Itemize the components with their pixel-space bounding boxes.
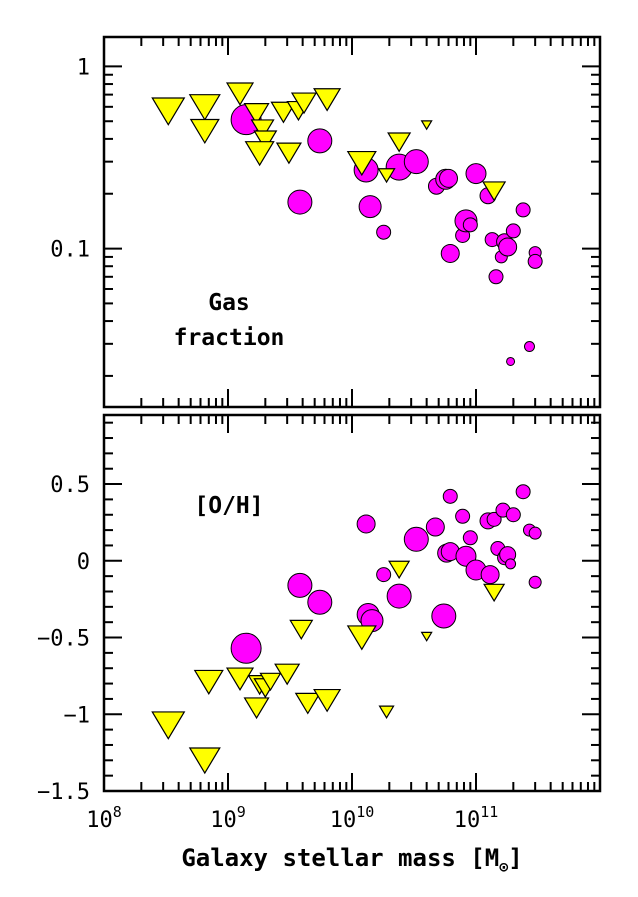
bottom-panel-ticks bbox=[103, 415, 600, 792]
x-axis-label-main: Galaxy stellar mass [M bbox=[181, 844, 499, 872]
upper-limit-marker bbox=[387, 132, 412, 153]
galaxy-point bbox=[486, 511, 502, 527]
upper-limit-marker bbox=[274, 663, 301, 686]
galaxy-point bbox=[462, 217, 478, 233]
upper-limit-marker bbox=[151, 97, 186, 126]
top-panel-frame bbox=[102, 35, 602, 409]
y-tick-label: −1.5 bbox=[37, 780, 90, 805]
x-axis-label: Galaxy stellar mass [M⊙] bbox=[181, 844, 522, 876]
upper-limit-marker bbox=[253, 130, 278, 151]
upper-limit-marker bbox=[270, 101, 297, 124]
galaxy-point bbox=[431, 603, 457, 629]
upper-limit-marker bbox=[420, 631, 433, 642]
upper-limit-marker bbox=[377, 168, 396, 184]
upper-limit-marker bbox=[483, 583, 506, 603]
bottom-panel-y-tick-labels: 0.5 0 −0.5 −1 −1.5 bbox=[37, 473, 90, 805]
y-tick-label: −1 bbox=[64, 703, 91, 728]
upper-limit-marker bbox=[313, 88, 342, 112]
upper-limit-marker bbox=[482, 181, 507, 202]
oh-annotation: [O/H] bbox=[194, 493, 263, 519]
upper-limit-marker bbox=[188, 94, 221, 121]
x-tick-labels: 108 109 1010 1011 bbox=[86, 803, 498, 833]
upper-limit-marker bbox=[275, 142, 302, 165]
gas-annotation-line1: Gas bbox=[208, 290, 250, 316]
upper-limit-marker bbox=[420, 120, 433, 131]
x-tick-label: 1011 bbox=[454, 803, 499, 833]
galaxy-point bbox=[528, 575, 542, 589]
galaxy-point bbox=[287, 189, 313, 215]
upper-limit-marker bbox=[250, 119, 275, 140]
galaxy-point bbox=[358, 195, 382, 219]
top-panel-y-tick-labels: 10.1 bbox=[50, 55, 90, 262]
y-tick-label: 0.1 bbox=[50, 238, 90, 263]
x-axis-label-close: ] bbox=[508, 844, 522, 872]
galaxy-point bbox=[425, 517, 445, 537]
galaxy-point bbox=[376, 224, 392, 240]
galaxy-point bbox=[506, 356, 516, 366]
y-tick-label: 0.5 bbox=[50, 473, 90, 498]
galaxy-point bbox=[505, 507, 521, 523]
upper-limit-marker bbox=[290, 92, 318, 115]
upper-limit-marker bbox=[294, 692, 321, 715]
galaxy-point bbox=[505, 223, 521, 239]
upper-limit-marker bbox=[193, 669, 224, 695]
galaxy-point bbox=[356, 514, 376, 534]
upper-limit-marker bbox=[225, 667, 255, 691]
galaxy-point bbox=[527, 253, 543, 269]
upper-limit-marker bbox=[378, 705, 395, 720]
galaxy-point bbox=[528, 526, 542, 540]
bottom-panel-markers bbox=[151, 484, 542, 775]
top-panel-markers bbox=[151, 82, 543, 366]
x-tick-label: 108 bbox=[86, 803, 122, 833]
upper-limit-marker bbox=[289, 619, 314, 640]
bottom-panel-frame bbox=[102, 413, 602, 793]
oh-panel: 0.5 0 −0.5 −1 −1.5 [O/H] bbox=[37, 413, 602, 805]
upper-limit-marker bbox=[346, 150, 377, 177]
galaxy-point bbox=[505, 558, 517, 570]
upper-limit-marker bbox=[313, 688, 342, 713]
galaxy-point bbox=[515, 202, 531, 218]
galaxy-point bbox=[465, 163, 487, 185]
galaxy-point bbox=[442, 488, 458, 504]
upper-limit-marker bbox=[225, 82, 255, 106]
y-tick-label: −0.5 bbox=[37, 627, 90, 652]
x-tick-label: 109 bbox=[210, 803, 246, 833]
upper-limit-marker bbox=[151, 711, 186, 740]
x-tick-label: 1010 bbox=[330, 803, 375, 833]
top-panel-ticks bbox=[103, 37, 600, 407]
galaxy-point bbox=[376, 567, 392, 583]
gas-annotation-line2: fraction bbox=[174, 325, 285, 351]
galaxy-point bbox=[488, 269, 504, 285]
y-tick-label: 1 bbox=[77, 55, 90, 80]
upper-limit-marker bbox=[188, 747, 221, 775]
galaxy-point bbox=[523, 341, 535, 353]
galaxy-point bbox=[386, 583, 412, 609]
galaxy-point bbox=[498, 237, 518, 257]
gas-fraction-panel: 10.1 Gas fraction bbox=[50, 35, 602, 409]
upper-limit-marker bbox=[243, 697, 270, 720]
galaxy-point bbox=[440, 243, 460, 263]
galaxy-point bbox=[307, 589, 333, 615]
upper-limit-marker bbox=[189, 118, 220, 145]
galaxy-point bbox=[438, 168, 458, 188]
upper-limit-marker bbox=[346, 625, 377, 651]
galaxy-point bbox=[403, 149, 429, 175]
galaxy-point bbox=[480, 565, 500, 585]
upper-limit-marker bbox=[243, 103, 270, 125]
galaxy-point bbox=[403, 526, 429, 552]
x-axis-label-sub: ⊙ bbox=[499, 858, 508, 876]
galaxy-point bbox=[515, 484, 531, 500]
galaxy-point bbox=[230, 632, 262, 664]
galaxy-point bbox=[455, 508, 471, 524]
upper-limit-marker bbox=[259, 672, 282, 692]
upper-limit-marker bbox=[244, 141, 275, 167]
galaxy-point bbox=[462, 530, 478, 546]
upper-limit-marker bbox=[388, 560, 411, 580]
galaxy-point bbox=[307, 128, 333, 154]
galaxy-point bbox=[287, 572, 313, 598]
y-tick-label: 0 bbox=[77, 550, 90, 575]
